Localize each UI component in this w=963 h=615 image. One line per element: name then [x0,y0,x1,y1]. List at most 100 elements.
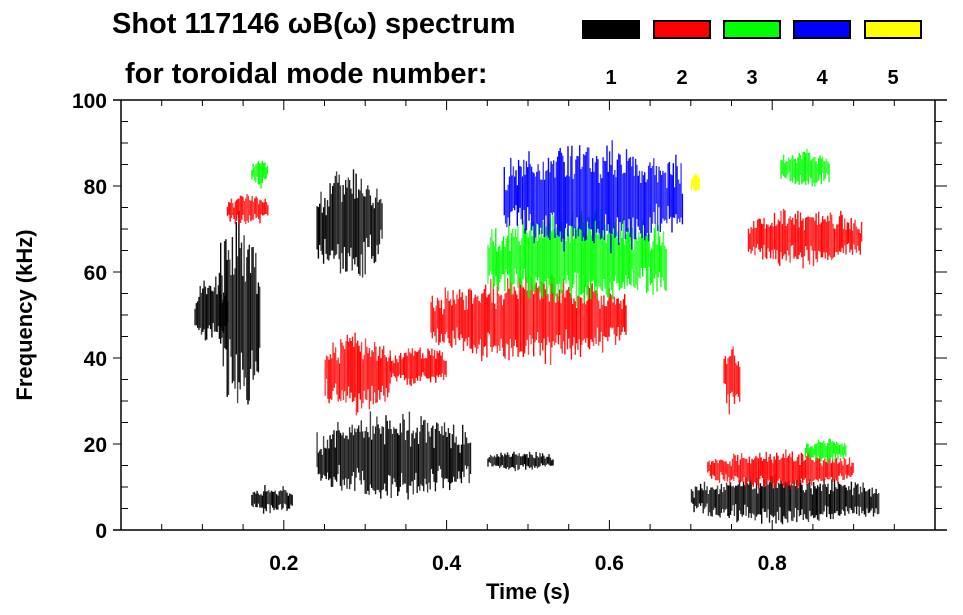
spectral-streak [487,244,489,284]
spectral-streak [823,440,825,458]
spectral-streak [256,197,259,217]
spectral-streak [841,214,843,248]
spectral-streak [802,490,804,520]
spectral-streak [837,481,840,516]
spectral-streak [750,480,752,518]
spectral-streak [772,488,775,518]
spectral-streak [560,152,563,242]
spectral-streak [456,444,459,479]
spectral-streak [509,250,511,283]
spectral-streak [241,196,243,220]
spectral-streak [556,156,559,236]
spectral-streak [521,456,523,465]
spectral-streak [718,494,720,516]
spectral-streak [586,300,588,338]
spectral-streak [247,249,249,405]
spectral-streak [588,288,591,350]
legend-label-mode-2: 2 [676,67,688,89]
spectral-streak [798,474,801,517]
spectral-streak [521,238,523,289]
spectral-streak [454,442,456,482]
spectral-streak [812,448,814,458]
spectral-streak [568,287,570,339]
spectral-streak [815,213,817,260]
spectral-streak [526,290,528,340]
spectral-streak [637,175,639,227]
spectral-streak [286,492,288,511]
spectral-streak [834,228,837,252]
spectral-streak [542,282,544,351]
spectral-streak [329,354,332,399]
spectral-streak [355,432,357,478]
spectral-streak [468,443,470,484]
spectral-streak [230,198,233,218]
spectral-streak [488,293,491,335]
spectral-streak [260,494,262,508]
spectral-streak [287,495,289,509]
spectral-streak [726,463,728,482]
spectral-streak [566,289,569,350]
spectral-streak [757,458,760,489]
spectral-streak [544,227,546,281]
spectral-streak [823,219,825,253]
spectral-streak [251,247,253,351]
spectral-streak [242,275,244,370]
spectral-streak [590,285,592,340]
spectral-streak [452,290,454,331]
spectral-streak [333,352,335,388]
spectral-streak [581,297,583,345]
spectral-streak [838,216,841,252]
spectral-streak [829,212,832,258]
spectral-streak [285,490,287,505]
spectral-streak [795,218,798,259]
spectral-streak [341,435,343,491]
spectral-streak [426,422,429,493]
spectral-streak [251,196,253,220]
region-n2-2 [389,347,447,387]
spectral-streak [520,166,522,220]
chart-subtitle: for toroidal mode number: [125,58,488,90]
spectral-streak [334,347,337,384]
spectral-streak [264,198,266,215]
spectral-streak [253,166,256,181]
spectral-streak [858,229,860,251]
spectral-streak [543,284,545,339]
spectral-streak [839,483,841,516]
spectral-streak [338,174,340,260]
spectral-streak [847,222,850,244]
spectral-streak [716,485,719,516]
spectral-streak [551,275,553,348]
spectral-streak [785,449,787,484]
spectral-streak [842,465,844,480]
spectral-streak [746,483,749,507]
spectral-streak [591,235,593,282]
spectral-streak [582,222,584,293]
spectral-streak [575,308,578,344]
spectral-streak [328,448,330,481]
spectral-streak [750,463,752,483]
spectral-streak [204,286,207,341]
spectral-streak [216,294,218,332]
spectral-streak [391,433,394,485]
spectral-streak [634,229,636,288]
spectral-streak [599,174,602,240]
spectral-streak [769,225,772,259]
legend-swatch-mode-2 [653,20,711,39]
ticks: 0.2 0.4 0.6 0.8 0 20 40 60 80 100 [72,90,947,575]
spectral-streak [606,145,608,231]
spectral-streak [816,442,818,458]
spectral-streak [834,459,836,479]
spectral-streak [643,235,645,268]
spectral-streak [195,303,197,326]
spectral-streak [848,486,850,514]
spectral-streak [649,250,652,285]
spectral-streak [404,440,407,484]
spectral-streak [826,458,829,479]
spectral-streak [707,462,709,473]
spectral-streak [815,488,817,516]
spectral-streak [232,203,234,216]
spectral-streak [435,358,437,383]
spectral-streak [837,224,839,255]
spectral-streak [502,456,505,468]
spectral-streak [823,161,825,181]
